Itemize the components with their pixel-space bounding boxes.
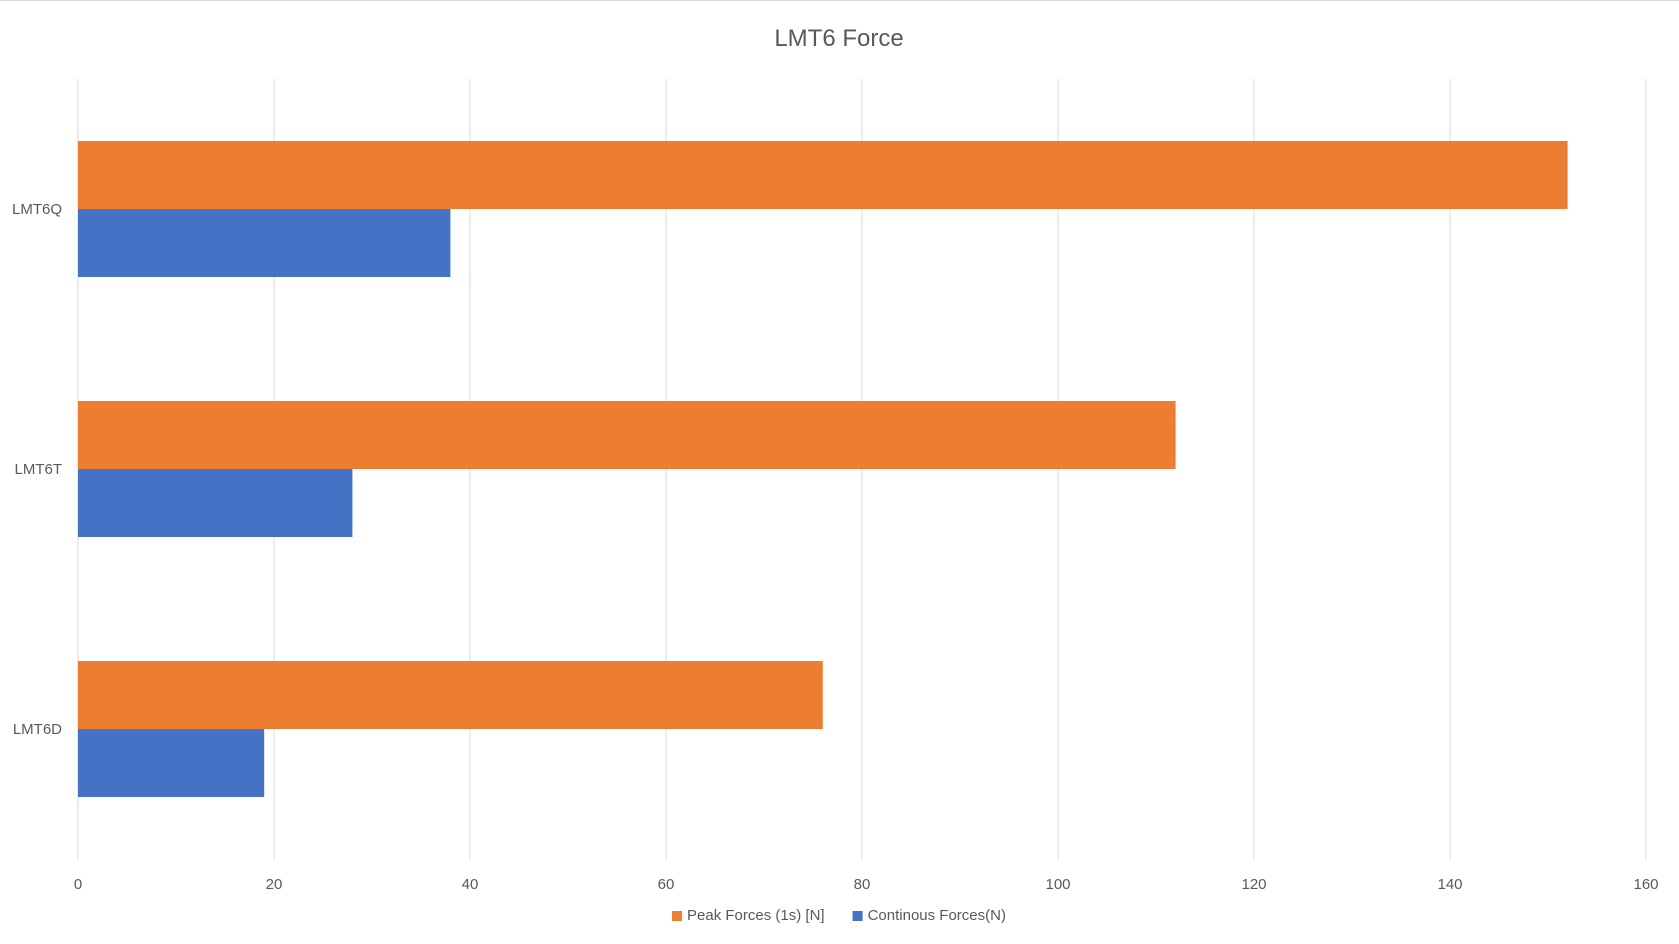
x-tick-label: 60 (658, 876, 675, 893)
bar (78, 729, 265, 797)
category-label: LMT6T (14, 461, 62, 478)
legend: Peak Forces (1s) [N] Continous Forces(N) (672, 907, 1006, 924)
x-axis-tick-labels: 0 20 40 60 80 100 120 140 160 (74, 876, 1659, 893)
bar (78, 401, 1176, 469)
x-tick-label: 80 (854, 876, 871, 893)
legend-label: Peak Forces (1s) [N] (687, 907, 825, 924)
x-tick-label: 100 (1045, 876, 1070, 893)
bar (78, 209, 451, 277)
category-label: LMT6D (13, 721, 62, 738)
chart-title: LMT6 Force (774, 25, 903, 52)
legend-swatch (672, 911, 683, 921)
y-axis-category-labels: LMT6Q LMT6T LMT6D (12, 201, 62, 738)
bar (78, 141, 1568, 209)
legend-label: Continous Forces(N) (868, 907, 1006, 924)
legend-swatch (852, 911, 863, 921)
bar (78, 661, 823, 729)
x-tick-label: 20 (266, 876, 283, 893)
bar (78, 469, 353, 537)
x-tick-label: 120 (1241, 876, 1266, 893)
bars (78, 141, 1568, 797)
x-tick-label: 160 (1633, 876, 1658, 893)
x-tick-label: 0 (74, 876, 82, 893)
category-label: LMT6Q (12, 201, 62, 218)
x-tick-label: 140 (1437, 876, 1462, 893)
x-tick-label: 40 (462, 876, 479, 893)
